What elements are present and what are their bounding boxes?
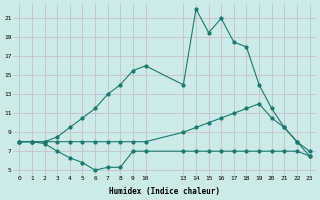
X-axis label: Humidex (Indice chaleur): Humidex (Indice chaleur) [109,187,220,196]
